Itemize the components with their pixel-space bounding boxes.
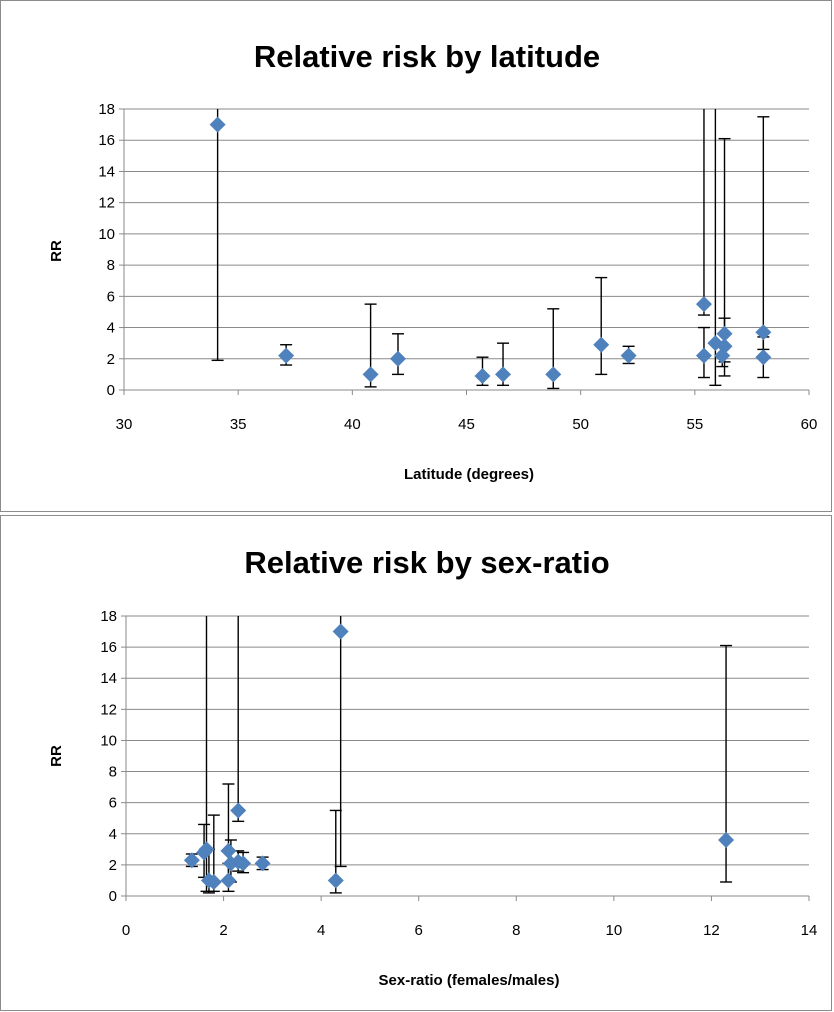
plot-area: 0 2 4 6 8 10 12 14 16 18 0 2 4 6 8 10 12 14	[100, 608, 817, 939]
data-point	[220, 872, 237, 889]
chart-title: Relative risk by sex-ratio	[244, 545, 609, 580]
x-tick-label: 45	[458, 416, 475, 433]
y-tick-label: 8	[109, 764, 117, 781]
latitude-chart: Relative risk by latitude Latitude (degr…	[48, 39, 817, 483]
y-tick-label: 14	[98, 163, 115, 180]
y-tick-label: 4	[109, 826, 117, 843]
x-axis-label: Sex-ratio (females/males)	[379, 972, 560, 989]
y-tick-label: 16	[98, 132, 115, 149]
x-tick-label: 50	[572, 416, 589, 433]
y-tick-label: 14	[100, 670, 117, 687]
chart-title: Relative risk by latitude	[254, 39, 600, 74]
y-tick-label: 2	[109, 857, 117, 874]
x-tick-label: 2	[219, 922, 227, 939]
data-point	[198, 841, 215, 858]
data-point	[495, 366, 512, 383]
y-tick-label: 10	[98, 226, 115, 243]
y-axis-label: RR	[48, 745, 65, 767]
data-point	[332, 623, 349, 640]
x-tick-label: 12	[703, 922, 720, 939]
x-axis-label: Latitude (degrees)	[404, 466, 534, 483]
x-tick-label: 35	[230, 416, 247, 433]
y-tick-label: 4	[107, 320, 115, 337]
data-point	[254, 855, 271, 872]
latitude-chart-panel: Relative risk by latitude Latitude (degr…	[0, 0, 832, 512]
sex-ratio-chart-panel: Relative risk by sex-ratio Sex-ratio (fe…	[0, 515, 832, 1011]
x-tick-label: 30	[116, 416, 133, 433]
y-axis-label: RR	[48, 240, 65, 262]
y-tick-label: 18	[98, 101, 115, 118]
x-tick-label: 40	[344, 416, 361, 433]
data-point	[545, 366, 562, 383]
data-point	[755, 324, 772, 341]
data-point	[235, 855, 252, 872]
data-point	[220, 842, 237, 859]
data-point	[695, 347, 712, 364]
data-point	[278, 347, 295, 364]
y-tick-label: 6	[109, 795, 117, 812]
y-tick-label: 18	[100, 608, 117, 625]
data-point	[390, 350, 406, 367]
y-tick-label: 0	[107, 382, 115, 399]
y-tick-label: 12	[100, 701, 117, 718]
y-tick-label: 8	[107, 257, 115, 274]
data-point	[183, 852, 200, 869]
x-tick-label: 4	[317, 922, 325, 939]
sex-ratio-chart: Relative risk by sex-ratio Sex-ratio (fe…	[48, 545, 817, 989]
data-point	[695, 296, 712, 313]
data-point	[716, 338, 733, 355]
data-point	[620, 347, 637, 364]
y-tick-label: 10	[100, 732, 117, 749]
y-tick-label: 6	[107, 288, 115, 305]
data-point	[755, 349, 772, 366]
x-tick-label: 0	[122, 922, 130, 939]
x-tick-label: 10	[606, 922, 623, 939]
data-point	[474, 367, 491, 384]
y-tick-label: 2	[107, 351, 115, 368]
y-tick-label: 12	[98, 195, 115, 212]
x-tick-label: 6	[415, 922, 423, 939]
x-tick-label: 55	[686, 416, 703, 433]
data-point	[327, 872, 344, 889]
y-tick-label: 0	[109, 888, 117, 905]
x-tick-label: 8	[512, 922, 520, 939]
data-point	[205, 874, 222, 890]
data-point	[716, 325, 733, 342]
data-point	[209, 116, 226, 133]
plot-area: 0 2 4 6 8 10 12 14 16 18 30 35 40 45 50 55 60	[98, 101, 817, 433]
data-point	[593, 336, 610, 353]
data-point	[718, 832, 735, 848]
y-tick-label: 16	[100, 639, 117, 656]
data-point	[230, 802, 247, 819]
x-tick-label: 60	[801, 416, 818, 433]
data-point	[362, 366, 379, 383]
x-tick-label: 14	[801, 922, 818, 939]
